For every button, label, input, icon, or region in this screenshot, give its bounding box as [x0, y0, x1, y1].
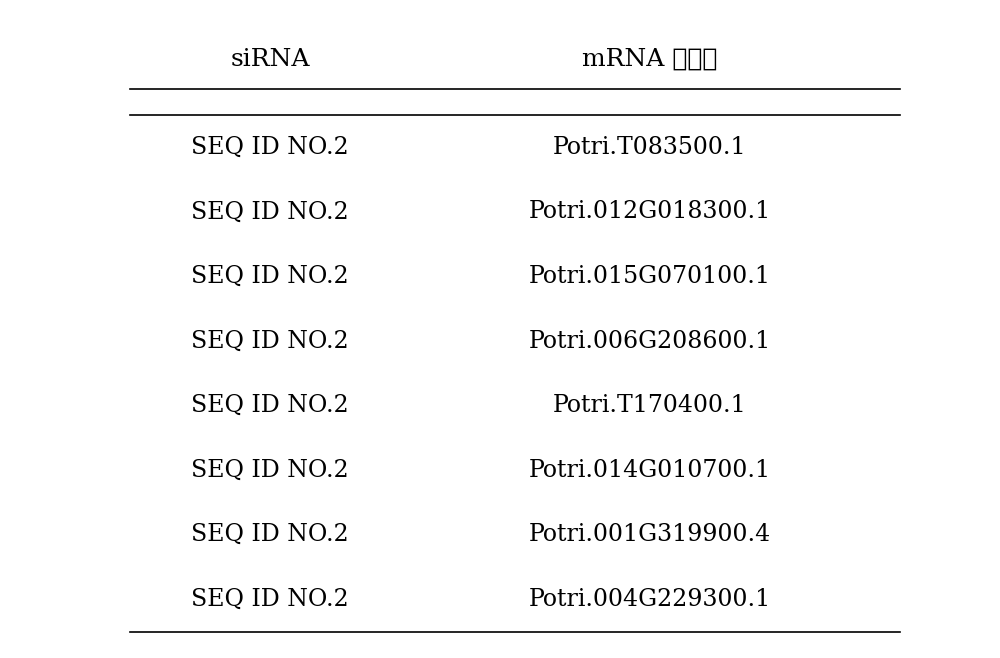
Text: Potri.014G010700.1: Potri.014G010700.1 [529, 459, 771, 482]
Text: Potri.001G319900.4: Potri.001G319900.4 [529, 523, 771, 546]
Text: mRNA 转录本: mRNA 转录本 [582, 48, 718, 70]
Text: Potri.004G229300.1: Potri.004G229300.1 [529, 588, 771, 611]
Text: Potri.006G208600.1: Potri.006G208600.1 [529, 330, 771, 353]
Text: SEQ ID NO.2: SEQ ID NO.2 [191, 394, 349, 417]
Text: SEQ ID NO.2: SEQ ID NO.2 [191, 201, 349, 224]
Text: Potri.T170400.1: Potri.T170400.1 [553, 394, 747, 417]
Text: Potri.T083500.1: Potri.T083500.1 [553, 136, 747, 159]
Text: siRNA: siRNA [230, 48, 310, 70]
Text: SEQ ID NO.2: SEQ ID NO.2 [191, 265, 349, 288]
Text: Potri.012G018300.1: Potri.012G018300.1 [529, 201, 771, 224]
Text: SEQ ID NO.2: SEQ ID NO.2 [191, 588, 349, 611]
Text: SEQ ID NO.2: SEQ ID NO.2 [191, 136, 349, 159]
Text: SEQ ID NO.2: SEQ ID NO.2 [191, 330, 349, 353]
Text: SEQ ID NO.2: SEQ ID NO.2 [191, 459, 349, 482]
Text: Potri.015G070100.1: Potri.015G070100.1 [529, 265, 771, 288]
Text: SEQ ID NO.2: SEQ ID NO.2 [191, 523, 349, 546]
